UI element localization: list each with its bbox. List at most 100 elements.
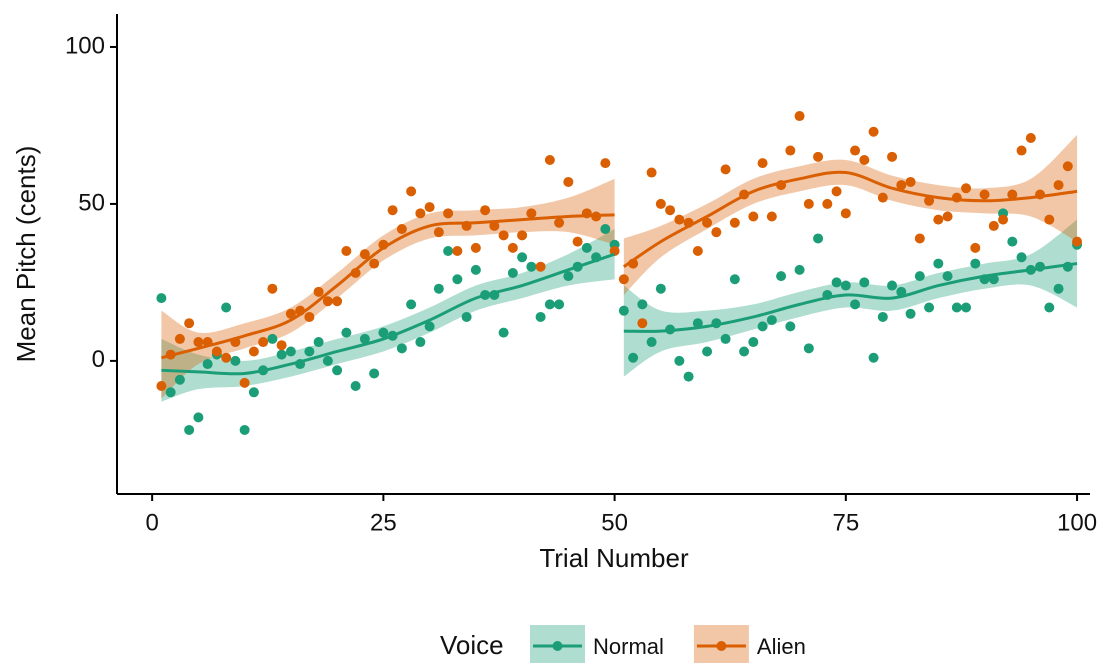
- point: [961, 183, 972, 194]
- point: [868, 126, 879, 137]
- point: [544, 299, 555, 310]
- point: [665, 205, 676, 216]
- point: [850, 299, 861, 310]
- point: [988, 220, 999, 231]
- point: [470, 242, 481, 253]
- point: [729, 274, 740, 285]
- confidence-band: [161, 229, 615, 402]
- point: [757, 158, 768, 169]
- point: [674, 214, 685, 225]
- y-tick-label: 100: [65, 32, 105, 59]
- point: [970, 258, 981, 269]
- point: [803, 343, 814, 354]
- point: [785, 321, 796, 332]
- confidence-band: [623, 134, 1078, 295]
- point: [1044, 302, 1055, 313]
- point: [868, 352, 879, 363]
- point: [193, 337, 204, 348]
- point: [433, 283, 444, 294]
- point: [711, 227, 722, 238]
- point: [332, 365, 343, 376]
- point: [498, 327, 509, 338]
- point: [850, 145, 861, 156]
- smooth-line: [623, 170, 1078, 268]
- point: [165, 387, 176, 398]
- point: [813, 233, 824, 244]
- point: [517, 252, 528, 263]
- legend-label: Normal: [593, 634, 664, 659]
- point: [267, 333, 278, 344]
- point: [387, 205, 398, 216]
- point: [184, 318, 195, 329]
- point: [961, 302, 972, 313]
- legend-label: Alien: [757, 634, 806, 659]
- point: [1062, 161, 1073, 172]
- point: [831, 277, 842, 288]
- point: [480, 205, 491, 216]
- point: [831, 186, 842, 197]
- point: [748, 337, 759, 348]
- point: [757, 321, 768, 332]
- point: [739, 346, 750, 357]
- point: [655, 283, 666, 294]
- point: [924, 195, 935, 206]
- point: [461, 311, 472, 322]
- point: [443, 246, 454, 257]
- point: [905, 176, 916, 187]
- point: [322, 355, 333, 366]
- point: [702, 346, 713, 357]
- point: [646, 167, 657, 178]
- point: [785, 145, 796, 156]
- x-tick-label: 100: [1057, 509, 1097, 536]
- point: [877, 192, 888, 203]
- point: [313, 337, 324, 348]
- point: [563, 176, 574, 187]
- point: [896, 180, 907, 191]
- point: [1007, 236, 1018, 247]
- y-tick-label: 50: [78, 189, 105, 216]
- point: [526, 261, 537, 272]
- point: [933, 214, 944, 225]
- point: [535, 261, 546, 272]
- point: [637, 299, 648, 310]
- point: [359, 249, 370, 260]
- x-tick-label: 50: [601, 509, 628, 536]
- point: [415, 337, 426, 348]
- point: [748, 211, 759, 222]
- point: [304, 346, 315, 357]
- point: [887, 151, 898, 162]
- point: [674, 355, 685, 366]
- point: [628, 352, 639, 363]
- point: [322, 296, 333, 307]
- point: [350, 381, 361, 392]
- point: [794, 264, 805, 275]
- x-tick-label: 75: [832, 509, 859, 536]
- point: [304, 311, 315, 322]
- point: [1025, 133, 1036, 144]
- point: [239, 377, 250, 388]
- point: [248, 346, 259, 357]
- point: [415, 208, 426, 219]
- point: [840, 280, 851, 291]
- point: [396, 343, 407, 354]
- point: [554, 217, 565, 228]
- point: [230, 355, 241, 366]
- point: [859, 277, 870, 288]
- point: [914, 271, 925, 282]
- point: [729, 217, 740, 228]
- confidence-band: [623, 219, 1078, 377]
- point: [184, 424, 195, 435]
- point: [822, 198, 833, 209]
- point: [276, 349, 287, 360]
- y-tick-label: 0: [92, 346, 105, 373]
- point: [692, 246, 703, 257]
- point: [193, 412, 204, 423]
- x-tick-label: 25: [370, 509, 397, 536]
- point: [498, 230, 509, 241]
- point: [1016, 252, 1027, 263]
- point: [692, 318, 703, 329]
- point: [406, 186, 417, 197]
- point: [369, 368, 380, 379]
- point: [267, 283, 278, 294]
